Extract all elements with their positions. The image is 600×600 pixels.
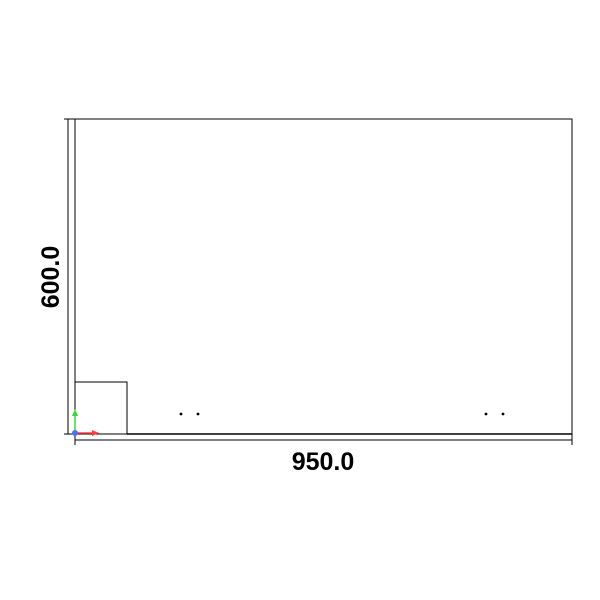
corner-block <box>74 381 128 435</box>
height-dimension: 600.0 <box>37 118 75 435</box>
y-axis-arrowhead <box>72 409 78 416</box>
origin-marker <box>72 430 78 436</box>
point-marker <box>179 412 183 416</box>
height-dimension-label: 600.0 <box>37 246 65 309</box>
point-marker <box>196 412 200 416</box>
point-marker <box>484 412 488 416</box>
point-markers <box>179 412 505 416</box>
width-dimension: 950.0 <box>74 434 573 476</box>
outer-rectangle <box>74 118 573 435</box>
point-marker <box>501 412 505 416</box>
x-axis-arrowhead <box>92 430 99 436</box>
axis-triad-icon <box>72 409 99 436</box>
width-dimension-label: 950.0 <box>292 448 355 476</box>
